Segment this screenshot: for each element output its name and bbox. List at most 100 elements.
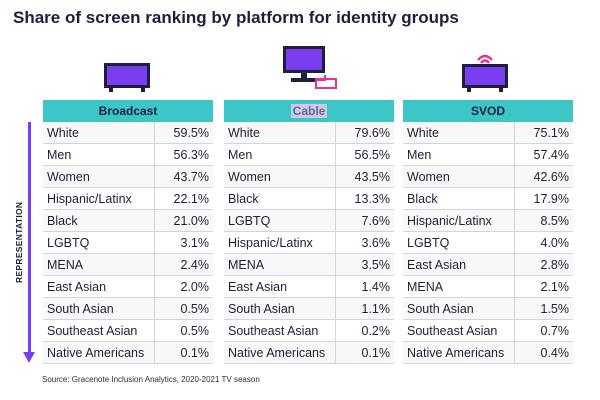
table-row: Women 43.5% [224, 166, 394, 188]
share-value: 2.8% [540, 258, 570, 272]
group-name: Black [224, 188, 336, 209]
group-name: Black [403, 188, 515, 209]
share-value: 13.3% [354, 192, 390, 206]
table-row: Southeast Asian 0.5% [43, 320, 213, 342]
table-row: South Asian 1.5% [403, 298, 573, 320]
table-row: Southeast Asian 0.7% [403, 320, 573, 342]
tv-icon [104, 63, 150, 92]
group-name: Men [43, 144, 155, 165]
share-value: 1.1% [361, 302, 391, 316]
group-name: LGBTQ [43, 232, 155, 253]
group-name: Native Americans [43, 342, 155, 363]
group-name: White [43, 122, 155, 143]
share-value: 2.1% [540, 280, 570, 294]
table-row: Men 57.4% [403, 144, 573, 166]
table-row: South Asian 0.5% [43, 298, 213, 320]
cable-tv-icon [283, 46, 337, 89]
group-name: Women [224, 166, 336, 187]
table-row: East Asian 2.8% [403, 254, 573, 276]
share-value: 2.0% [180, 280, 210, 294]
share-value: 0.1% [180, 346, 210, 360]
group-name: East Asian [224, 276, 336, 297]
table-row: Hispanic/Latinx 3.6% [224, 232, 394, 254]
table-row: Native Americans 0.4% [403, 342, 573, 364]
share-value: 0.4% [540, 346, 570, 360]
share-value: 75.1% [533, 126, 569, 140]
table-row: White 79.6% [224, 122, 394, 144]
svod-table: SVOD White 75.1% Men 57.4% Women 42.6% Black 17… [403, 100, 573, 364]
share-value: 2.4% [180, 258, 210, 272]
table-row: LGBTQ 7.6% [224, 210, 394, 232]
table-header: Cable [224, 100, 394, 122]
share-value: 17.9% [533, 192, 569, 206]
table-row: Native Americans 0.1% [43, 342, 213, 364]
group-name: MENA [224, 254, 336, 275]
group-name: Men [224, 144, 336, 165]
group-name: South Asian [224, 298, 336, 319]
table-row: South Asian 1.1% [224, 298, 394, 320]
cable-table: Cable White 79.6% Men 56.5% Women 43.5% Black 1… [224, 100, 394, 364]
group-name: Hispanic/Latinx [224, 232, 336, 253]
group-name: MENA [403, 276, 515, 297]
share-value: 7.6% [361, 214, 391, 228]
table-row: Hispanic/Latinx 8.5% [403, 210, 573, 232]
share-value: 57.4% [533, 148, 569, 162]
group-name: Southeast Asian [403, 320, 515, 341]
share-value: 56.3% [173, 148, 209, 162]
group-name: LGBTQ [403, 232, 515, 253]
share-value: 0.5% [180, 324, 210, 338]
group-name: LGBTQ [224, 210, 336, 231]
arrow-head-icon [23, 352, 35, 363]
group-name: Southeast Asian [224, 320, 336, 341]
group-name: Hispanic/Latinx [43, 188, 155, 209]
representation-arrow [28, 122, 31, 354]
share-value: 0.1% [361, 346, 391, 360]
share-value: 8.5% [540, 214, 570, 228]
group-name: Women [43, 166, 155, 187]
table-row: Black 13.3% [224, 188, 394, 210]
share-value: 1.5% [540, 302, 570, 316]
share-value: 22.1% [173, 192, 209, 206]
share-value: 3.1% [180, 236, 210, 250]
share-value: 0.2% [361, 324, 391, 338]
share-value: 21.0% [173, 214, 209, 228]
table-row: Black 21.0% [43, 210, 213, 232]
share-value: 43.7% [173, 170, 209, 184]
table-header: SVOD [403, 100, 573, 122]
group-name: East Asian [43, 276, 155, 297]
group-name: MENA [43, 254, 155, 275]
table-row: Southeast Asian 0.2% [224, 320, 394, 342]
share-value: 59.5% [173, 126, 209, 140]
share-value: 3.5% [361, 258, 391, 272]
share-value: 42.6% [533, 170, 569, 184]
table-row: East Asian 1.4% [224, 276, 394, 298]
axis-label: REPRESENTATION [14, 201, 24, 283]
group-name: Southeast Asian [43, 320, 155, 341]
group-name: Hispanic/Latinx [403, 210, 515, 231]
group-name: Black [43, 210, 155, 231]
table-row: Native Americans 0.1% [224, 342, 394, 364]
group-name: White [224, 122, 336, 143]
share-value: 1.4% [361, 280, 391, 294]
broadcast-table: Broadcast White 59.5% Men 56.3% Women 43.7% Hi… [43, 100, 213, 364]
table-row: Men 56.5% [224, 144, 394, 166]
group-name: Native Americans [403, 342, 515, 363]
table-header: Broadcast [43, 100, 213, 122]
table-row: White 59.5% [43, 122, 213, 144]
group-name: East Asian [403, 254, 515, 275]
streaming-tv-icon [462, 54, 508, 92]
table-row: MENA 2.1% [403, 276, 573, 298]
table-row: Women 42.6% [403, 166, 573, 188]
table-row: MENA 2.4% [43, 254, 213, 276]
table-row: LGBTQ 4.0% [403, 232, 573, 254]
table-row: Black 17.9% [403, 188, 573, 210]
table-row: MENA 3.5% [224, 254, 394, 276]
table-row: LGBTQ 3.1% [43, 232, 213, 254]
group-name: South Asian [43, 298, 155, 319]
group-name: Men [403, 144, 515, 165]
group-name: Native Americans [224, 342, 336, 363]
share-value: 43.5% [354, 170, 390, 184]
table-row: East Asian 2.0% [43, 276, 213, 298]
group-name: South Asian [403, 298, 515, 319]
share-value: 4.0% [540, 236, 570, 250]
